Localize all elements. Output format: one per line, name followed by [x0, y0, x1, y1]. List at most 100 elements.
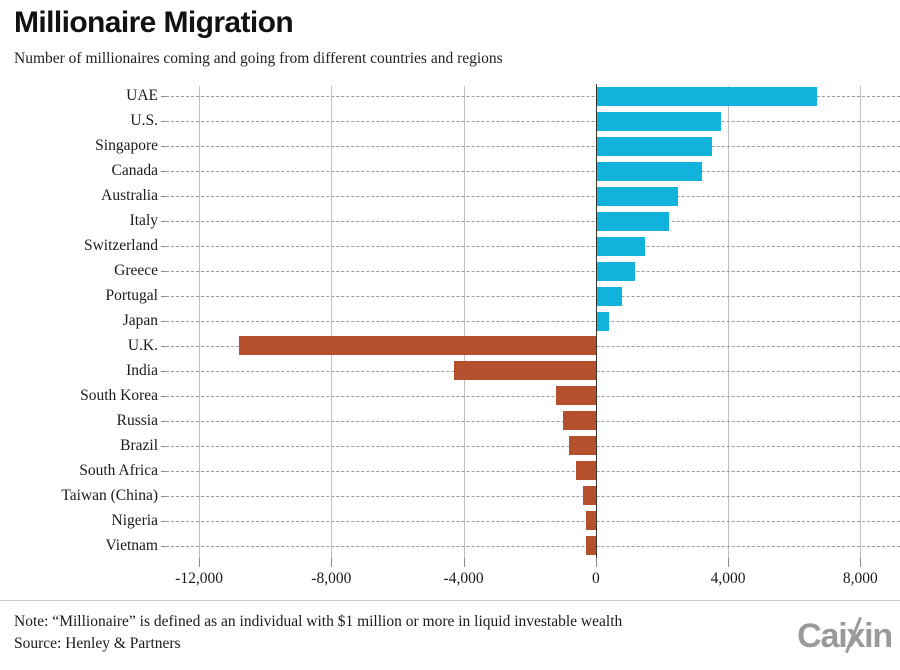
gridline-horizontal	[166, 146, 900, 148]
bar-south-korea[interactable]	[556, 386, 596, 406]
gridline-horizontal	[166, 296, 900, 298]
x-axis-tick	[199, 558, 201, 567]
y-axis-tick	[161, 121, 166, 123]
x-axis-tick-label: 8,000	[842, 570, 878, 587]
gridline-vertical	[860, 86, 862, 558]
bar-italy[interactable]	[595, 211, 669, 231]
y-axis-tick	[161, 345, 166, 347]
bar-south-africa[interactable]	[575, 461, 596, 481]
gridline-vertical	[728, 86, 730, 558]
y-axis-label: Italy	[129, 212, 158, 230]
caixin-logo: Caixin	[797, 616, 893, 655]
bar-switzerland[interactable]	[595, 236, 646, 256]
x-axis-tick-label: 0	[591, 570, 600, 587]
gridline-horizontal	[166, 420, 900, 422]
y-axis-label: South Africa	[79, 461, 158, 479]
bar-japan[interactable]	[595, 311, 610, 331]
gridline-vertical	[463, 86, 465, 558]
y-axis-label: Australia	[101, 187, 158, 205]
caixin-logo-text: Caixin	[797, 617, 893, 655]
bar-portugal[interactable]	[595, 286, 623, 306]
bar-vietnam[interactable]	[585, 536, 596, 556]
bar-u-s[interactable]	[595, 111, 722, 131]
gridline-horizontal	[166, 545, 900, 547]
chart-subtitle: Number of millionaires coming and going …	[14, 49, 503, 67]
gridline-horizontal	[166, 221, 900, 223]
bar-uae[interactable]	[595, 86, 818, 106]
gridline-horizontal	[166, 395, 900, 397]
y-axis-tick	[161, 395, 166, 397]
y-axis-tick	[161, 420, 166, 422]
y-axis-label: Russia	[116, 411, 158, 429]
chart-plot-area: UAE U.S. Singapore Canada Australia Italy Swit…	[0, 84, 900, 594]
y-axis-tick	[161, 296, 166, 298]
y-axis-label: India	[126, 361, 158, 379]
y-axis-label: U.K.	[127, 336, 158, 354]
bar-india[interactable]	[453, 361, 596, 381]
y-axis-tick	[161, 246, 166, 248]
x-axis-tick	[860, 558, 862, 567]
gridline-horizontal	[166, 321, 900, 322]
bar-greece[interactable]	[595, 261, 636, 281]
bar-australia[interactable]	[595, 186, 679, 206]
y-axis-label: Singapore	[95, 137, 158, 155]
y-axis-label: Switzerland	[83, 237, 158, 255]
y-axis-tick	[161, 96, 166, 98]
bar-singapore[interactable]	[595, 136, 712, 156]
bar-canada[interactable]	[595, 161, 702, 181]
y-axis-tick	[161, 520, 166, 522]
gridline-horizontal	[166, 246, 900, 248]
y-axis-tick	[161, 370, 166, 372]
y-axis-tick	[161, 321, 166, 322]
gridline-horizontal	[166, 171, 900, 173]
gridline-vertical	[331, 86, 333, 558]
gridline-horizontal	[166, 470, 900, 472]
page-title: Millionaire Migration	[14, 6, 294, 39]
gridline-vertical	[199, 86, 201, 558]
gridline-horizontal	[166, 271, 900, 273]
y-axis-tick	[161, 221, 166, 223]
y-axis-label: Vietnam	[105, 536, 158, 554]
gridline-horizontal	[166, 121, 900, 123]
x-axis-tick-label: -4,000	[443, 570, 484, 587]
x-axis-tick	[331, 558, 333, 567]
x-axis-tick	[595, 558, 597, 567]
x-axis-tick-label: -12,000	[175, 570, 223, 587]
gridline-horizontal	[166, 520, 900, 522]
zero-axis-line	[595, 84, 598, 558]
chart-header: Millionaire Migration Number of milliona…	[0, 0, 900, 68]
gridline-horizontal	[166, 96, 900, 98]
y-axis-label: Taiwan (China)	[61, 486, 158, 504]
y-axis-tick	[161, 271, 166, 273]
y-axis-label: UAE	[126, 87, 158, 105]
footnote-block: Note: “Millionaire” is defined as an ind…	[14, 611, 804, 655]
gridline-horizontal	[166, 196, 900, 198]
y-axis-label: South Korea	[80, 386, 158, 404]
x-axis-tick-label: 4,000	[710, 570, 746, 587]
x-axis-tick-label: -8,000	[311, 570, 352, 587]
gridline-horizontal	[166, 445, 900, 447]
footnote-note: Note: “Millionaire” is defined as an ind…	[14, 613, 623, 630]
chart-footer: Note: “Millionaire” is defined as an ind…	[0, 600, 900, 670]
gridline-horizontal	[166, 495, 900, 497]
y-axis-tick	[161, 171, 166, 173]
y-axis-label: Portugal	[105, 287, 158, 305]
y-axis-label: Canada	[111, 162, 158, 180]
bar-taiwan-china[interactable]	[582, 486, 596, 506]
y-axis-tick	[161, 146, 166, 148]
y-axis-tick	[161, 196, 166, 198]
y-axis-category-labels: UAE U.S. Singapore Canada Australia Italy Swit…	[0, 84, 166, 554]
y-axis-label: Japan	[122, 312, 158, 329]
x-axis-tick	[728, 558, 730, 567]
y-axis-label: Nigeria	[111, 511, 158, 529]
bar-nigeria[interactable]	[585, 511, 596, 531]
bar-russia[interactable]	[562, 411, 596, 431]
y-axis-label: U.S.	[130, 112, 158, 130]
bar-brazil[interactable]	[569, 436, 596, 456]
bar-chart-canvas	[166, 84, 900, 558]
y-axis-tick	[161, 445, 166, 447]
y-axis-label: Brazil	[120, 436, 158, 454]
y-axis-tick	[161, 545, 166, 547]
bar-u-k[interactable]	[238, 336, 596, 356]
y-axis-tick	[161, 495, 166, 497]
